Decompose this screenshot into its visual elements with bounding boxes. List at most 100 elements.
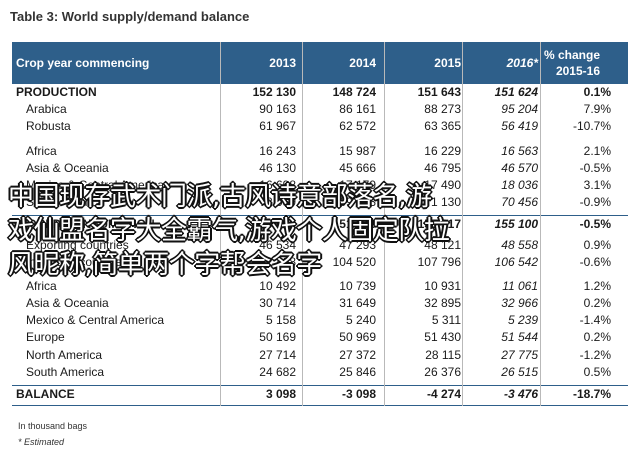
cell-2016: 11 061 [502, 278, 538, 293]
table-bottom-rule [12, 405, 628, 407]
row-gap [12, 136, 628, 143]
cell-2016: 5 239 [507, 313, 538, 328]
cell-2015: 10 931 [424, 278, 461, 293]
table-row: Asia & Oceania 46 130 45 666 46 795 46 570 -0… [12, 160, 628, 177]
table-row: North America 27 714 27 372 28 115 27 775 -1.… [12, 347, 628, 364]
cell-2015: 63 365 [424, 119, 461, 134]
cell-2013: 27 714 [259, 347, 296, 362]
table-row: South America 24 682 25 846 26 376 26 515 0.5… [12, 364, 628, 381]
row-label: Exporting countries [26, 237, 129, 252]
row-label: WORLD CONSUMPTION [16, 217, 155, 232]
cell-pct-change: 0.1% [583, 85, 611, 99]
cell-pct-change: -1.4% [579, 313, 611, 328]
table-row: Importing countries 102 498 104 520 107 796… [12, 254, 628, 271]
cell-2016: 18 036 [501, 177, 538, 192]
cell-2016: 32 966 [501, 296, 538, 311]
overlay-line-2: 戏仙盟名字大全霸气,游戏个人固定队拉 [8, 216, 450, 246]
cell-2015: 51 430 [424, 330, 461, 345]
cell-2013: 90 163 [259, 102, 296, 117]
cell-2016: -3 476 [503, 387, 538, 401]
cell-2015: 46 795 [424, 160, 461, 175]
cell-2015: 107 796 [417, 254, 461, 269]
cell-2013: 152 130 [252, 85, 296, 99]
row-label: BALANCE [16, 387, 75, 401]
cell-2013: 149 032 [252, 217, 296, 232]
table-row: WORLD CONSUMPTION 149 032 151 813 155 917 15… [12, 216, 628, 233]
table-row: BALANCE 3 098 -3 098 -4 274 -3 476 -18.7% [12, 386, 628, 403]
row-label: South America [26, 364, 105, 379]
row-label: Mexico & Central America [26, 313, 165, 328]
row-label: Robusta [26, 119, 71, 134]
cell-2014: 25 846 [339, 364, 376, 379]
header-pct-period: 2015-16 [555, 64, 600, 78]
section-rule [12, 215, 628, 217]
header-label: Crop year commencing [16, 56, 150, 70]
row-label: Europe [26, 330, 65, 345]
cell-2015: 88 273 [424, 102, 461, 117]
row-label: Asia & Oceania [26, 296, 109, 311]
column-separator [540, 42, 541, 407]
cell-2014: 45 666 [339, 160, 376, 175]
table-title: Table 3: World supply/demand balance [10, 9, 250, 24]
cell-2016: 56 419 [501, 119, 538, 134]
cell-2015: 71 130 [424, 195, 461, 210]
cell-2013: 24 682 [259, 364, 296, 379]
cell-2014: 31 649 [339, 296, 376, 311]
cell-pct-change: 2.1% [583, 143, 611, 158]
header-year-2013: 2013 [269, 56, 296, 70]
cell-2016: 26 515 [501, 364, 538, 379]
cell-2015: -4 274 [426, 387, 461, 401]
cell-2014: 50 969 [339, 330, 376, 345]
row-label: PRODUCTION [16, 85, 97, 99]
table-row: Europe 50 169 50 969 51 430 51 544 0.2% [12, 329, 628, 346]
cell-2015: 17 490 [424, 177, 461, 192]
column-separator [384, 42, 385, 407]
cell-pct-change: 0.9% [583, 237, 611, 252]
footnote-estimated: * Estimated [18, 437, 65, 447]
footnote-units: In thousand bags [18, 421, 88, 431]
cell-2014: -3 098 [341, 387, 376, 401]
table-row: Exporting countries 46 534 47 293 48 121 48 … [12, 237, 628, 254]
cell-2016: 27 775 [501, 347, 538, 362]
cell-2014: 5 240 [345, 313, 376, 328]
header-year-2014: 2014 [349, 56, 376, 70]
row-label: Importing countries [26, 254, 129, 269]
column-separator [302, 42, 303, 407]
cell-2014: 86 161 [339, 102, 376, 117]
cell-2013: 16 698 [259, 177, 296, 192]
row-label: Africa [26, 143, 57, 158]
cell-pct-change: 7.9% [583, 102, 611, 117]
column-separator [220, 42, 221, 407]
cell-2013: 73 059 [259, 195, 296, 210]
cell-pct-change: -0.5% [579, 217, 611, 232]
row-label: Arabica [26, 102, 67, 117]
cell-pct-change: 0.5% [583, 364, 611, 379]
cell-2013: 46 534 [259, 237, 296, 252]
cell-2013: 16 243 [259, 143, 296, 158]
cell-pct-change: 0.2% [583, 330, 611, 345]
cell-2015: 16 229 [424, 143, 461, 158]
watermark-overlay-text: 中国现存武术门派,古风诗意部落名,游 戏仙盟名字大全霸气,游戏个人固定队拉 风昵… [8, 180, 632, 282]
cell-2014: 69 893 [339, 195, 376, 210]
cell-2016: 48 558 [501, 237, 538, 252]
header-year-2015: 2015 [434, 56, 461, 70]
row-label: Mexico & Central America [26, 177, 165, 192]
cell-pct-change: -0.9% [579, 195, 611, 210]
table-header: Crop year commencing 2013 2014 2015 2016… [12, 42, 628, 84]
cell-2014: 47 293 [339, 237, 376, 252]
table-row: Africa 10 492 10 739 10 931 11 061 1.2% [12, 278, 628, 295]
cell-2014: 17 179 [339, 177, 376, 192]
row-label: North America [26, 347, 103, 362]
cell-2016: 155 100 [494, 217, 538, 232]
cell-pct-change: 3.1% [583, 177, 611, 192]
table-row: Arabica 90 163 86 161 88 273 95 204 7.9% [12, 101, 628, 118]
cell-2013: 50 169 [259, 330, 296, 345]
cell-2014: 148 724 [332, 85, 376, 99]
table-row: Mexico & Central America 5 158 5 240 5 311 5… [12, 312, 628, 329]
cell-2014: 15 987 [339, 143, 376, 158]
cell-2013: 3 098 [265, 387, 296, 401]
cell-2013: 46 130 [259, 160, 296, 175]
table-row: Mexico & Central America 16 698 17 179 17 4… [12, 177, 628, 194]
cell-2016: 95 204 [501, 102, 538, 117]
table-row: Asia & Oceania 30 714 31 649 32 895 32 966 0.… [12, 295, 628, 312]
